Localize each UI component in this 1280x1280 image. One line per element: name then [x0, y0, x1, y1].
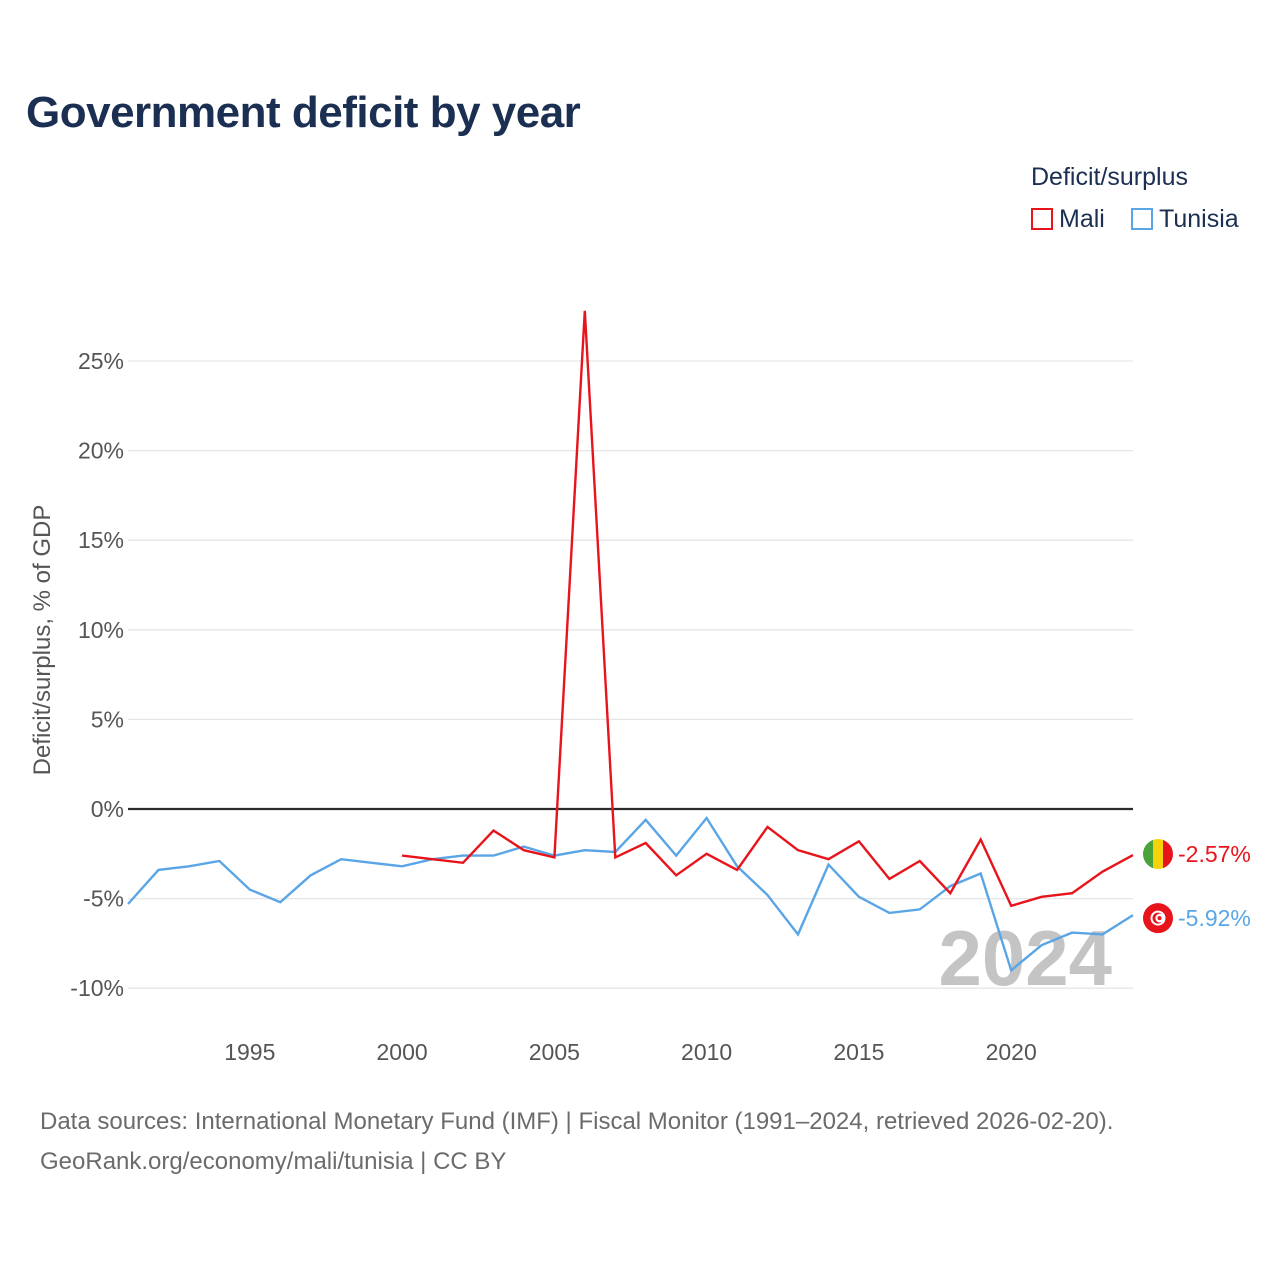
- source-line-2[interactable]: GeoRank.org/economy/mali/tunisia | CC BY: [40, 1148, 507, 1175]
- flag-stripe: [1163, 839, 1173, 870]
- x-tick-label: 2000: [377, 1039, 428, 1065]
- x-tick-label: 2005: [529, 1039, 580, 1065]
- legend-item-tunisia[interactable]: Tunisia: [1131, 204, 1239, 234]
- y-tick-label: -5%: [83, 886, 124, 912]
- y-tick-label: 15%: [78, 527, 124, 553]
- y-tick-label: 25%: [78, 348, 124, 374]
- x-tick-label: 2010: [681, 1039, 732, 1065]
- x-tick-label: 1995: [224, 1039, 275, 1065]
- end-label-mali: -2.57%: [1178, 841, 1251, 867]
- mali-flag-icon: [1143, 839, 1173, 870]
- legend-item-mali[interactable]: Mali: [1031, 204, 1105, 234]
- series-line-mali: [401, 310, 1134, 908]
- tunisia-flag-icon: [1143, 903, 1173, 934]
- y-tick-label: 20%: [78, 438, 124, 464]
- y-tick-label: -10%: [70, 975, 124, 1001]
- flag-stripe: [1143, 839, 1153, 870]
- legend-swatch-tunisia: [1131, 208, 1153, 230]
- chart-title: Government deficit by year: [26, 88, 581, 137]
- x-tick-label: 2020: [986, 1039, 1037, 1065]
- legend-swatch-mali: [1031, 208, 1053, 230]
- end-label-tunisia: -5.92%: [1178, 905, 1251, 931]
- y-tick-label: 0%: [91, 796, 124, 822]
- legend-label-tunisia: Tunisia: [1159, 204, 1239, 233]
- series-line-tunisia: [127, 815, 1134, 973]
- flag-star: [1157, 916, 1162, 921]
- y-tick-label: 10%: [78, 617, 124, 643]
- legend-label-mali: Mali: [1059, 204, 1105, 233]
- flag-stripe: [1153, 839, 1163, 870]
- y-tick-label: 5%: [91, 706, 124, 732]
- y-axis-label: Deficit/surplus, % of GDP: [29, 505, 56, 776]
- x-tick-label: 2015: [833, 1039, 884, 1065]
- source-line-1: Data sources: International Monetary Fun…: [40, 1108, 1114, 1135]
- legend-title: Deficit/surplus: [1031, 163, 1188, 191]
